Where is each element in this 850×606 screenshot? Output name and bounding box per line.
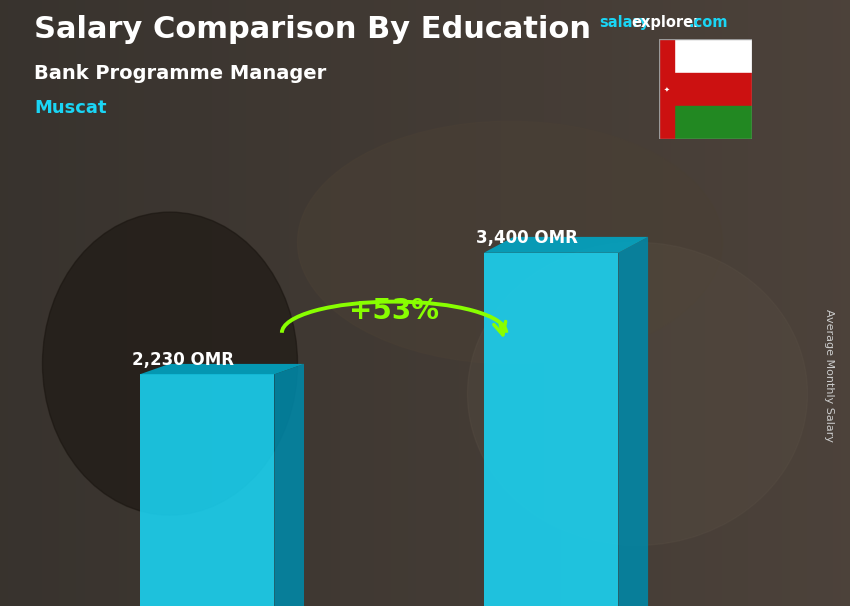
Text: Bank Programme Manager: Bank Programme Manager [34,64,326,82]
Text: +53%: +53% [349,297,439,325]
Polygon shape [139,375,275,606]
Text: explorer: explorer [632,15,701,30]
Text: 2,230 OMR: 2,230 OMR [133,351,235,368]
Polygon shape [275,364,304,606]
Text: Salary Comparison By Education: Salary Comparison By Education [34,15,591,44]
Text: ✦: ✦ [664,87,670,92]
Bar [674,39,752,73]
Ellipse shape [298,121,722,364]
Text: .com: .com [688,15,728,30]
Bar [674,106,752,139]
Ellipse shape [468,242,808,545]
Ellipse shape [42,212,298,515]
Polygon shape [139,364,304,375]
Text: 3,400 OMR: 3,400 OMR [476,229,578,247]
Polygon shape [484,237,648,253]
Polygon shape [484,253,619,606]
Polygon shape [619,237,648,606]
Text: salary: salary [599,15,649,30]
Text: Average Monthly Salary: Average Monthly Salary [824,309,834,442]
Bar [659,39,674,139]
Bar [674,73,752,106]
Text: Muscat: Muscat [34,99,106,118]
